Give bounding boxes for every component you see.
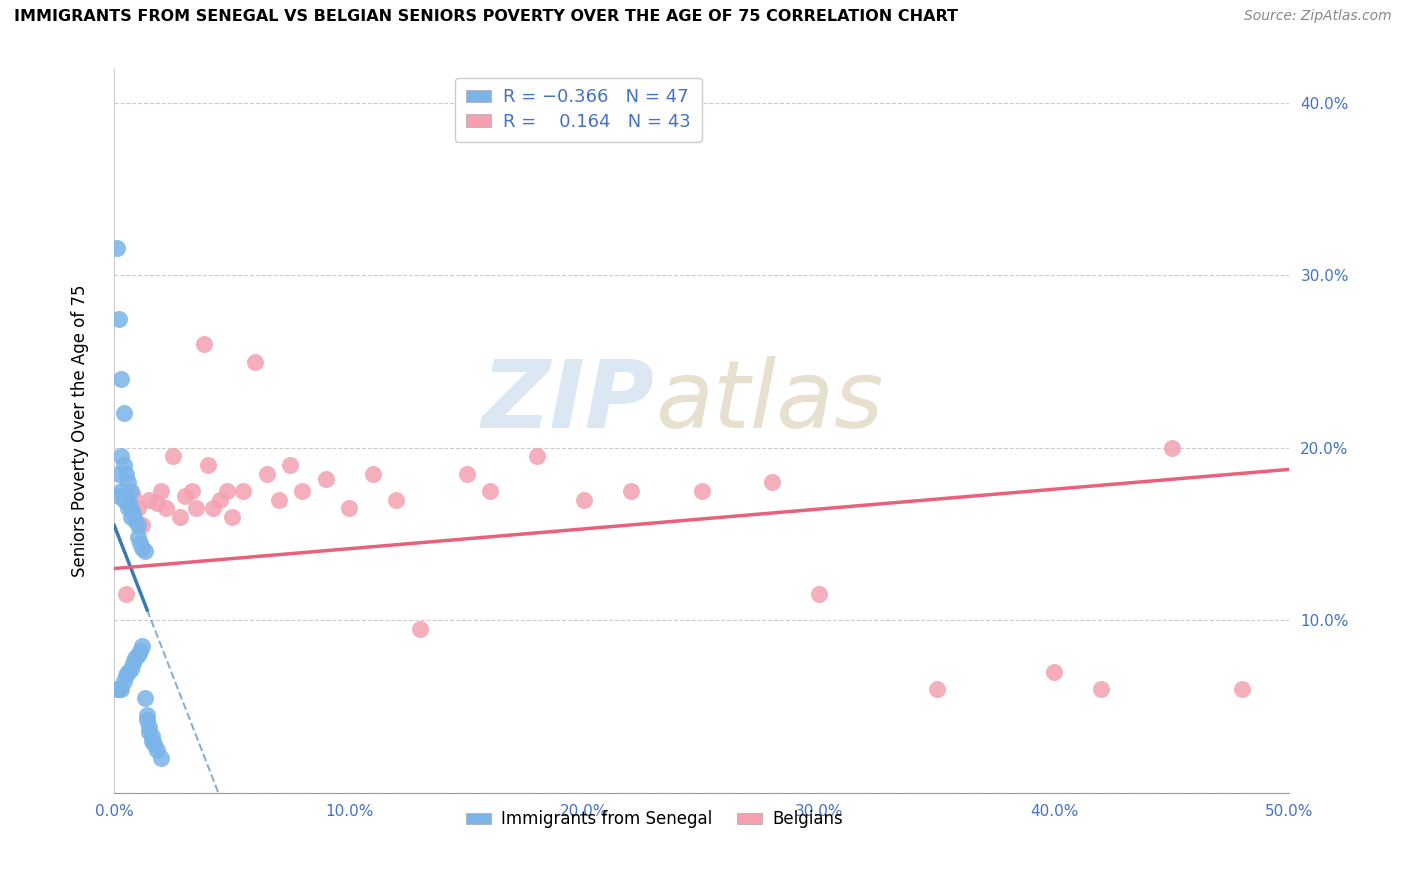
Point [193,337,215,351]
Point [409,622,432,636]
Y-axis label: Seniors Poverty Over the Age of 75: Seniors Poverty Over the Age of 75 [72,285,89,577]
Point [131,639,153,653]
Point [110,483,132,498]
Point [143,738,166,752]
Point [145,742,167,756]
Point [127,648,149,662]
Point [145,496,167,510]
Point [110,682,132,697]
Point [105,682,128,697]
Point [232,483,254,498]
Point [256,467,278,481]
Point [267,492,290,507]
Point [117,501,139,516]
Point [155,501,177,516]
Point [117,492,139,507]
Point [337,501,360,516]
Text: Source: ZipAtlas.com: Source: ZipAtlas.com [1244,9,1392,23]
Legend: Immigrants from Senegal, Belgians: Immigrants from Senegal, Belgians [460,804,849,835]
Point [315,472,337,486]
Point [120,483,142,498]
Point [138,492,160,507]
Point [117,665,139,679]
Point [115,668,138,682]
Point [361,467,384,481]
Point [1160,441,1182,455]
Point [141,729,163,743]
Point [456,467,478,481]
Point [186,501,208,516]
Point [110,450,132,464]
Point [1043,665,1066,679]
Point [245,354,267,368]
Point [134,544,156,558]
Point [620,483,643,498]
Point [134,690,156,705]
Point [162,450,184,464]
Point [129,535,152,549]
Point [526,450,548,464]
Point [122,489,145,503]
Point [385,492,408,507]
Point [120,509,142,524]
Point [1090,682,1112,697]
Point [761,475,783,490]
Point [129,644,152,658]
Point [169,509,191,524]
Point [115,489,138,503]
Point [1232,682,1254,697]
Point [150,483,173,498]
Point [173,489,195,503]
Point [138,720,160,734]
Point [138,725,160,739]
Text: IMMIGRANTS FROM SENEGAL VS BELGIAN SENIORS POVERTY OVER THE AGE OF 75 CORRELATIO: IMMIGRANTS FROM SENEGAL VS BELGIAN SENIO… [14,9,957,24]
Point [108,489,131,503]
Point [115,467,138,481]
Point [136,708,159,723]
Point [197,458,219,472]
Point [150,751,173,765]
Point [131,518,153,533]
Point [110,372,132,386]
Point [120,661,142,675]
Point [127,531,149,545]
Point [105,241,128,255]
Point [122,506,145,520]
Point [112,492,135,507]
Point [201,501,224,516]
Point [925,682,948,697]
Point [291,483,314,498]
Point [124,651,146,665]
Point [108,467,131,481]
Point [180,483,202,498]
Point [127,518,149,533]
Point [127,501,149,516]
Point [215,483,238,498]
Point [108,682,131,697]
Point [141,734,163,748]
Point [479,483,502,498]
Text: atlas: atlas [655,356,883,447]
Point [124,513,146,527]
Point [117,475,139,490]
Point [136,713,159,727]
Point [112,458,135,472]
Point [120,501,142,516]
Point [115,587,138,601]
Point [108,311,131,326]
Point [574,492,596,507]
Point [208,492,231,507]
Point [122,657,145,671]
Point [221,509,243,524]
Point [112,406,135,420]
Point [131,541,153,555]
Point [112,673,135,688]
Point [808,587,831,601]
Text: ZIP: ZIP [482,356,655,448]
Point [690,483,713,498]
Point [280,458,302,472]
